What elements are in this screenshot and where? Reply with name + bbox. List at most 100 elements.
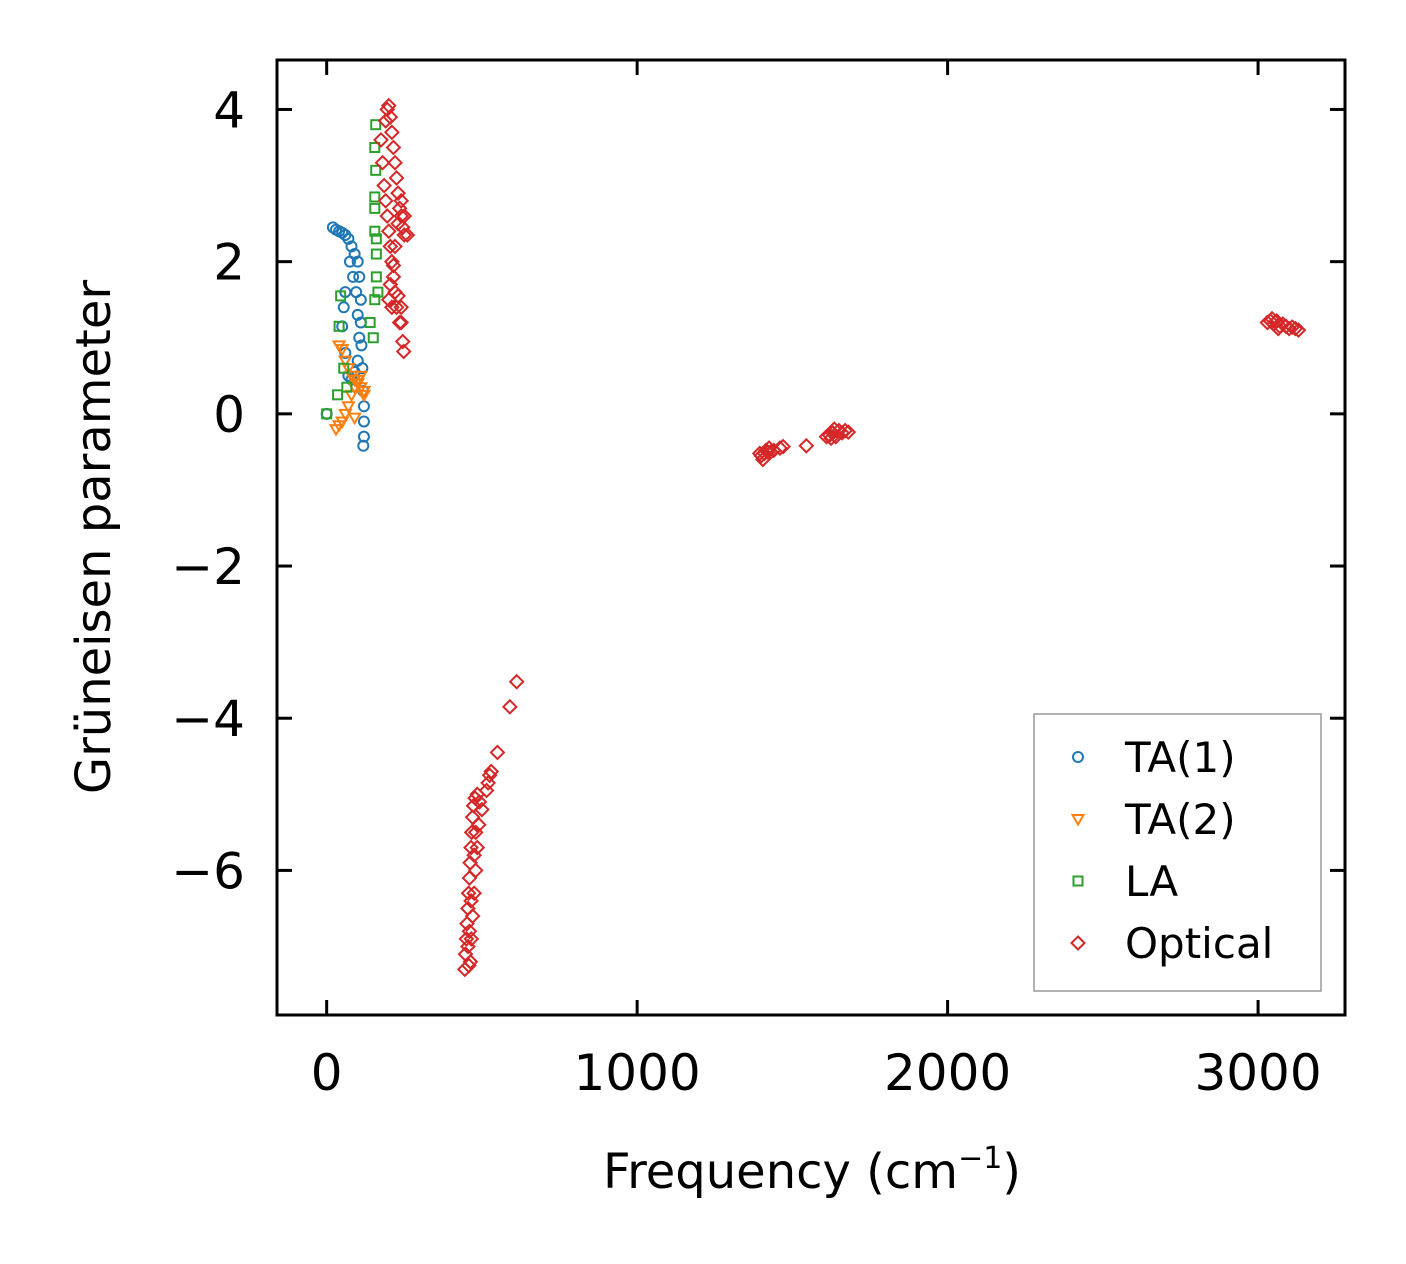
data-point: [501, 698, 518, 715]
data-point: [382, 109, 399, 125]
data-point: [345, 240, 358, 253]
data-point: [396, 208, 413, 224]
data-point: [372, 286, 384, 298]
data-point: [369, 294, 381, 306]
data-point: [370, 271, 382, 283]
x-tick-label: 2000: [884, 1044, 1011, 1102]
data-point: [460, 885, 477, 902]
data-point: [463, 839, 479, 856]
data-point: [463, 892, 479, 909]
data-point: [385, 139, 402, 156]
data-point: [399, 227, 416, 243]
legend-entry: Optical: [1070, 919, 1273, 968]
data-point: [377, 192, 394, 209]
data-point: [775, 438, 791, 455]
legend-marker-circle: [1072, 751, 1084, 763]
data-point: [379, 208, 396, 224]
axis-ticks: [277, 60, 1345, 1015]
data-point: [473, 801, 490, 818]
data-point: [332, 389, 344, 401]
data-point: [1290, 322, 1307, 339]
data-point: [326, 221, 339, 234]
data-point: [333, 320, 345, 332]
data-point: [387, 154, 403, 171]
x-axis-label: Frequency (cm−1): [603, 1141, 1021, 1200]
data-point: [823, 430, 840, 447]
data-point: [357, 439, 370, 452]
data-point: [469, 839, 486, 856]
data-point: [347, 270, 360, 283]
data-point: [396, 227, 413, 243]
x-tick-label: 3000: [1194, 1044, 1321, 1102]
legend-entry: LA: [1072, 857, 1178, 906]
data-point: [335, 290, 347, 302]
y-tick-label: 2: [213, 234, 245, 292]
data-point: [463, 824, 480, 841]
data-point: [1270, 320, 1287, 337]
y-axis-label: Grüneisen parameter: [66, 280, 122, 795]
legend-label: TA(1): [1124, 733, 1236, 782]
data-point: [383, 124, 400, 141]
data-point: [761, 440, 778, 457]
data-point: [355, 339, 368, 352]
plot-frame: [275, 58, 1347, 1017]
data-point: [369, 202, 381, 214]
legend-entry: TA(1): [1072, 733, 1236, 782]
data-point: [382, 238, 399, 255]
data-point: [370, 119, 382, 131]
data-point: [338, 362, 350, 374]
data-point: [356, 389, 372, 403]
axis-tick-labels: 0 1000 2000 3000 4 2 0 −2 −4 −6: [171, 81, 1321, 1102]
x-axis-label-close: ): [1002, 1144, 1021, 1200]
legend-label: LA: [1125, 857, 1178, 906]
data-point: [336, 226, 349, 239]
y-tick-label: −6: [171, 842, 245, 900]
data-point: [351, 354, 364, 367]
data-point: [341, 401, 356, 414]
data-point: [370, 248, 382, 260]
data-point: [364, 317, 376, 329]
x-tick-label: 1000: [574, 1044, 701, 1102]
data-point: [394, 333, 411, 350]
data-point: [353, 370, 369, 384]
data-point: [840, 424, 857, 441]
data-point: [334, 416, 350, 429]
legend-label: TA(2): [1124, 795, 1236, 844]
legend-marker-diamond: [1070, 935, 1086, 951]
data-point: [466, 847, 483, 864]
data-point: [382, 276, 399, 293]
data-point: [1281, 320, 1298, 337]
data-point: [390, 287, 406, 304]
data-point: [508, 673, 525, 690]
data-point: [393, 192, 410, 209]
data-point: [347, 412, 362, 426]
y-tick-label: −4: [171, 690, 245, 748]
data-point: [341, 381, 353, 393]
data-point: [387, 238, 403, 255]
data-point: [385, 268, 402, 285]
data-point: [343, 255, 356, 268]
y-tick-label: 4: [213, 81, 245, 139]
data-point: [377, 112, 394, 129]
data-point: [388, 299, 405, 316]
data-markers: [320, 97, 1307, 978]
data-point: [383, 299, 400, 316]
legend-label: Optical: [1125, 919, 1273, 968]
data-point: [338, 408, 353, 422]
data-point: [390, 185, 406, 202]
data-point: [460, 957, 477, 974]
data-point: [480, 774, 497, 791]
data-point: [380, 223, 397, 240]
data-point: [356, 386, 372, 399]
data-point: [369, 142, 381, 154]
data-point: [350, 286, 363, 299]
data-point: [357, 415, 370, 428]
legend: TA(1) TA(2) LA Optical: [1033, 713, 1322, 992]
data-point: [388, 170, 405, 186]
data-point: [478, 782, 495, 799]
data-point: [369, 225, 381, 237]
data-point: [483, 763, 500, 780]
y-tick-label: 0: [213, 386, 245, 444]
data-point: [376, 177, 393, 194]
